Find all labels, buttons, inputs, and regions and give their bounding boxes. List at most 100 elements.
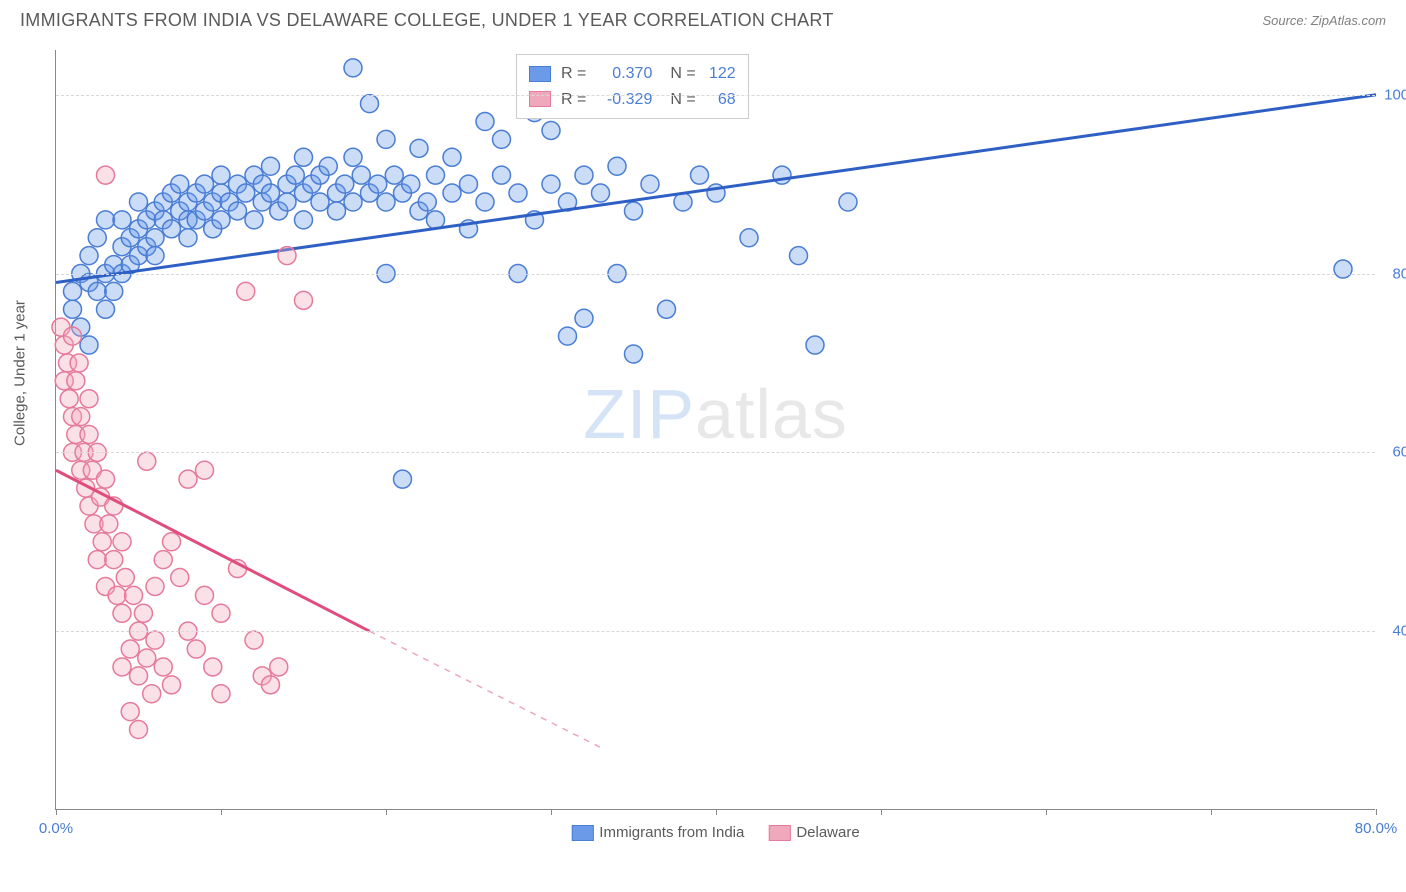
y-tick-label: 40.0%	[1380, 623, 1406, 640]
data-point	[125, 586, 143, 604]
source-label: Source: ZipAtlas.com	[1262, 13, 1386, 28]
data-point	[113, 604, 131, 622]
data-point	[113, 211, 131, 229]
data-point	[806, 336, 824, 354]
data-point	[245, 631, 263, 649]
x-tick	[386, 809, 387, 815]
data-point	[64, 300, 82, 318]
data-point	[121, 703, 139, 721]
data-point	[344, 193, 362, 211]
data-point	[377, 193, 395, 211]
x-tick	[1211, 809, 1212, 815]
data-point	[121, 640, 139, 658]
data-point	[418, 193, 436, 211]
x-tick	[551, 809, 552, 815]
series-legend: Immigrants from India Delaware	[571, 824, 859, 841]
data-point	[311, 193, 329, 211]
data-point	[295, 148, 313, 166]
data-point	[237, 282, 255, 300]
data-point	[319, 157, 337, 175]
data-point	[740, 229, 758, 247]
data-point	[134, 604, 152, 622]
data-point	[212, 166, 230, 184]
data-point	[88, 229, 106, 247]
data-point	[60, 390, 78, 408]
r-value-delaware: -0.329	[592, 87, 652, 113]
data-point	[237, 184, 255, 202]
legend-label-delaware: Delaware	[796, 824, 859, 841]
gridline	[56, 95, 1375, 96]
data-point	[592, 184, 610, 202]
data-point	[575, 166, 593, 184]
chart-plot-area: ZIPatlas R = 0.370 N = 122 R = -0.329 N …	[55, 50, 1375, 810]
data-point	[625, 345, 643, 363]
data-point	[146, 247, 164, 265]
correlation-legend: R = 0.370 N = 122 R = -0.329 N = 68	[516, 54, 749, 119]
data-point	[80, 390, 98, 408]
data-point	[143, 685, 161, 703]
x-tick	[56, 809, 57, 815]
data-point	[641, 175, 659, 193]
data-point	[108, 586, 126, 604]
data-point	[369, 175, 387, 193]
data-point	[80, 425, 98, 443]
data-point	[410, 139, 428, 157]
data-point	[328, 202, 346, 220]
data-point	[163, 533, 181, 551]
data-point	[229, 202, 247, 220]
data-point	[105, 282, 123, 300]
data-point	[146, 577, 164, 595]
data-point	[278, 193, 296, 211]
data-point	[344, 59, 362, 77]
data-point	[212, 685, 230, 703]
data-point	[542, 175, 560, 193]
data-point	[443, 148, 461, 166]
data-point	[171, 175, 189, 193]
data-point	[80, 336, 98, 354]
data-point	[443, 184, 461, 202]
data-point	[402, 175, 420, 193]
data-point	[608, 157, 626, 175]
data-point	[80, 247, 98, 265]
data-point	[336, 175, 354, 193]
gridline	[56, 274, 1375, 275]
data-point	[493, 166, 511, 184]
data-point	[295, 211, 313, 229]
data-point	[72, 408, 90, 426]
legend-swatch-india	[529, 66, 551, 82]
x-tick-label: 80.0%	[1355, 820, 1398, 837]
data-point	[113, 658, 131, 676]
data-point	[179, 470, 197, 488]
data-point	[460, 175, 478, 193]
n-value-india: 122	[702, 61, 736, 87]
data-point	[88, 282, 106, 300]
data-point	[542, 121, 560, 139]
r-value-india: 0.370	[592, 61, 652, 87]
data-point	[394, 470, 412, 488]
data-point	[93, 533, 111, 551]
y-tick-label: 60.0%	[1380, 444, 1406, 461]
data-point	[295, 291, 313, 309]
data-point	[154, 551, 172, 569]
data-point	[105, 551, 123, 569]
data-point	[97, 470, 115, 488]
data-point	[146, 631, 164, 649]
data-point	[493, 130, 511, 148]
data-point	[286, 166, 304, 184]
data-point	[100, 515, 118, 533]
data-point	[212, 604, 230, 622]
data-point	[385, 166, 403, 184]
data-point	[839, 193, 857, 211]
data-point	[361, 95, 379, 113]
data-point	[138, 452, 156, 470]
data-point	[70, 354, 88, 372]
data-point	[97, 211, 115, 229]
data-point	[204, 658, 222, 676]
legend-swatch-delaware-bottom	[768, 825, 790, 841]
data-point	[559, 327, 577, 345]
data-point	[187, 640, 205, 658]
data-point	[171, 569, 189, 587]
x-tick	[1046, 809, 1047, 815]
legend-row-india: R = 0.370 N = 122	[529, 61, 736, 87]
data-point	[476, 113, 494, 131]
